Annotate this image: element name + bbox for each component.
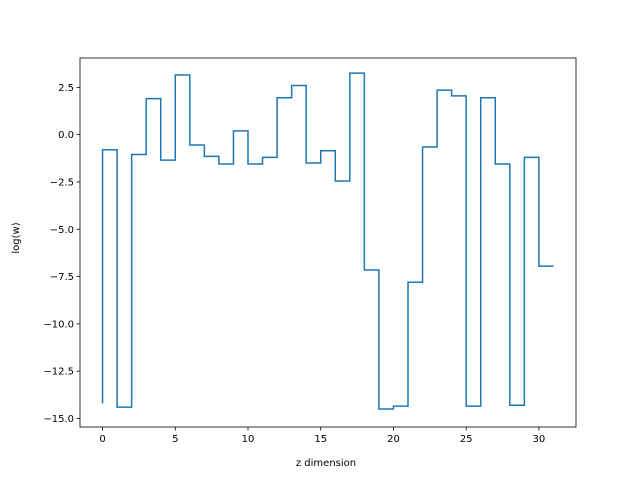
x-axis-ticks: 0 5 10 15 20 25 30 [99, 427, 545, 445]
y-tick-label: −12.5 [43, 367, 74, 378]
plot-area [79, 57, 577, 428]
x-tick-label: 30 [533, 434, 546, 445]
x-tick-label: 15 [314, 434, 327, 445]
x-tick-label: 0 [99, 434, 105, 445]
x-axis-label: z dimension [296, 458, 356, 469]
y-axis-label: log(w) [11, 222, 22, 253]
y-tick-label: 0.0 [58, 130, 74, 141]
y-axis-ticks: 2.5 0.0 −2.5 −5.0 −7.5 −10.0 −12.5 −15.0 [43, 83, 80, 425]
series-step-line [101, 72, 554, 410]
y-tick-label: −7.5 [50, 272, 74, 283]
x-tick-label: 10 [242, 434, 255, 445]
y-tick-label: −5.0 [50, 225, 74, 236]
axes-frame [79, 57, 577, 428]
y-tick-label: 2.5 [58, 83, 74, 94]
x-tick-label: 25 [460, 434, 473, 445]
x-tick-label: 20 [387, 434, 400, 445]
y-tick-label: −10.0 [43, 319, 74, 330]
y-tick-label: −2.5 [50, 177, 74, 188]
y-tick-label: −15.0 [43, 414, 74, 425]
x-tick-label: 5 [172, 434, 178, 445]
